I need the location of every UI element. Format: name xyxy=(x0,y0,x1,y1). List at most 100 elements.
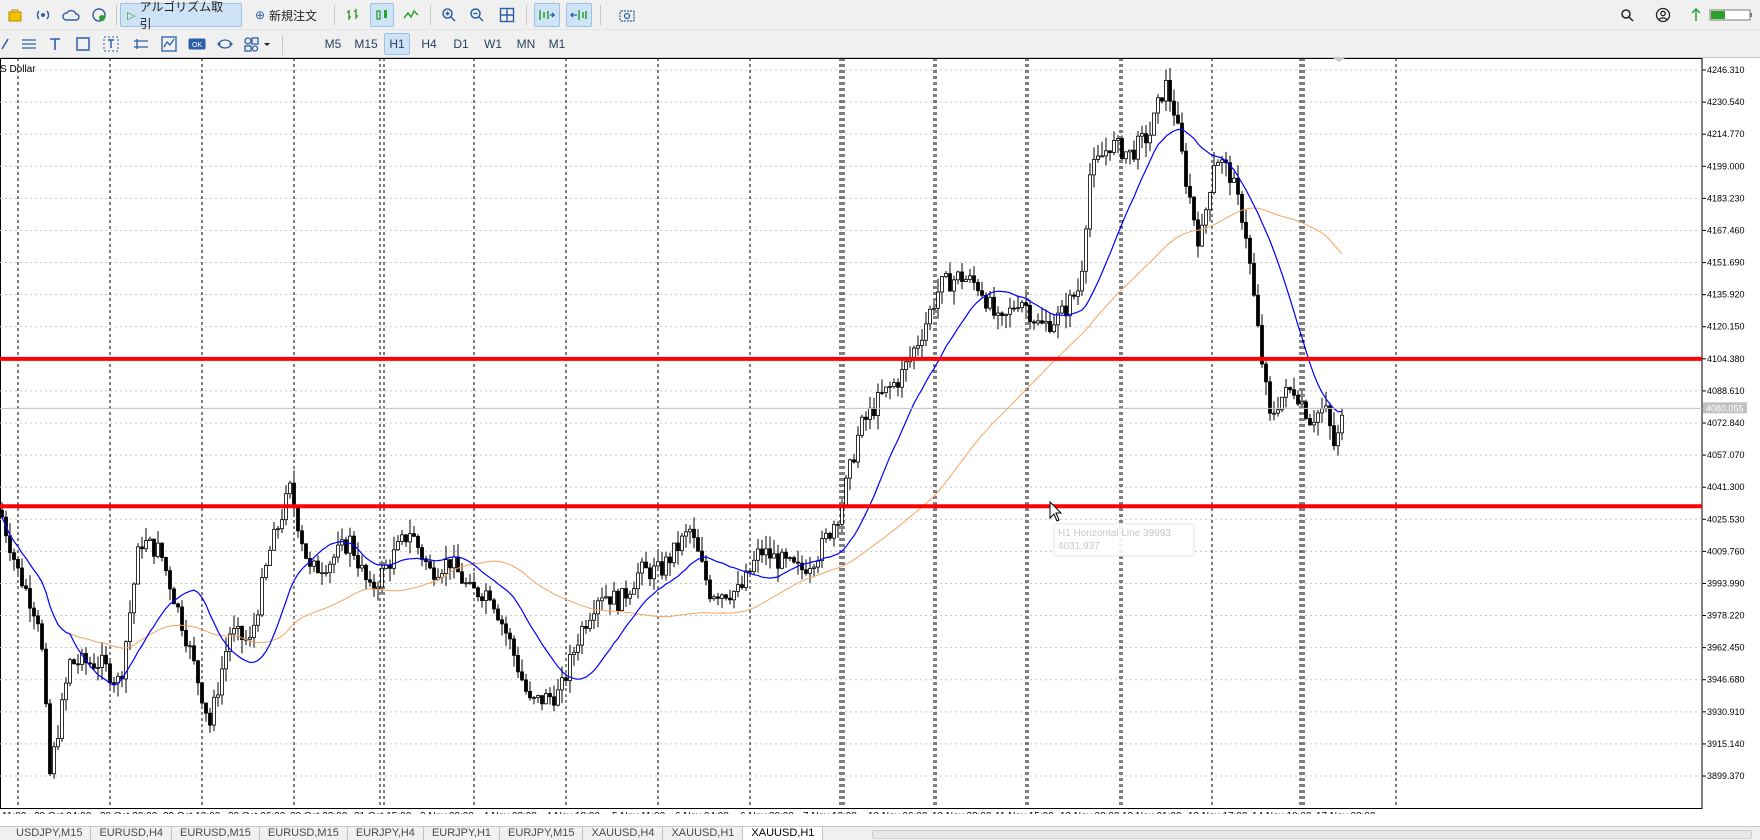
tab-eurjpy-m15[interactable]: EURJPY,M15 xyxy=(500,827,584,840)
market-bag-icon[interactable] xyxy=(4,3,26,27)
candle-body xyxy=(808,568,812,574)
candle-body xyxy=(412,533,416,537)
time-label: 6 Nov 20:00 xyxy=(740,811,794,814)
candlestick-chart-icon[interactable] xyxy=(370,3,394,27)
algo-trading-button[interactable]: ▷ アルゴリズム取引 xyxy=(120,0,242,31)
timeframe-h4[interactable]: H4 xyxy=(421,37,437,51)
grid-tile-icon[interactable] xyxy=(496,3,518,27)
timeframe-m15[interactable]: M15 xyxy=(354,37,378,51)
candle-body xyxy=(240,625,244,640)
line-tooltip-name: H1 Horizontal Line 39993 xyxy=(1058,528,1171,539)
candle-body xyxy=(1288,387,1292,391)
candle-body xyxy=(276,528,280,531)
tab-eurjpy-h4[interactable]: EURJPY,H4 xyxy=(348,827,424,840)
candle-body xyxy=(880,392,884,394)
candle-body xyxy=(40,623,44,650)
timeframe-m5[interactable]: M5 xyxy=(324,37,342,51)
chart-canvas[interactable]: 4246.310 4230.540 4214.770 4199.000 4183.230… xyxy=(0,58,1760,814)
auto-scroll-icon[interactable] xyxy=(534,3,560,27)
zoom-in-icon[interactable] xyxy=(438,3,460,27)
shapes-tool-icon[interactable] xyxy=(214,33,236,55)
candle-body xyxy=(896,382,900,388)
candle-body xyxy=(28,588,32,609)
tab-usdjpy-m15[interactable]: USDJPY,M15 xyxy=(0,827,92,840)
timeframe-m1[interactable]: M1 xyxy=(548,37,566,51)
candle-body xyxy=(1036,320,1040,324)
line-chart-icon[interactable] xyxy=(400,3,422,27)
price-label: 3962.450 xyxy=(1707,643,1745,653)
tab-eurusd-h4[interactable]: EURUSD,H4 xyxy=(91,827,173,840)
candle-body xyxy=(912,347,916,358)
chart-shift-icon[interactable] xyxy=(566,3,592,27)
svg-text:OK: OK xyxy=(192,42,202,49)
candle-body xyxy=(268,549,272,566)
timeframe-d1[interactable]: D1 xyxy=(453,37,469,51)
tab-xauusd-h1[interactable]: XAUUSD,H1 xyxy=(663,827,744,840)
candle-body xyxy=(1312,421,1316,426)
channel-tool-icon[interactable] xyxy=(130,33,152,55)
candle-body xyxy=(1148,134,1152,144)
signal-broadcast-icon[interactable] xyxy=(32,3,54,27)
price-chart[interactable]: 4246.310 4230.540 4214.770 4199.000 4183.230… xyxy=(0,58,1760,814)
price-label: 4214.770 xyxy=(1707,129,1745,139)
candle-body xyxy=(528,690,532,699)
candle-body xyxy=(252,624,256,638)
candle-body xyxy=(104,654,108,665)
candle-body xyxy=(220,668,224,696)
candle-body xyxy=(536,695,540,698)
new-order-button[interactable]: ⊕ 新規注文 xyxy=(246,3,326,27)
time-label: 13 Nov 01:00 xyxy=(1122,811,1182,814)
timeframe-mn[interactable]: MN xyxy=(516,37,536,51)
candle-body xyxy=(140,546,144,550)
candle-body xyxy=(164,557,168,572)
price-label: 3930.910 xyxy=(1707,707,1745,717)
text-label-tool-icon[interactable] xyxy=(100,33,122,55)
account-icon[interactable] xyxy=(1652,3,1674,27)
candle-body xyxy=(856,434,860,463)
vps-globe-icon[interactable] xyxy=(88,3,110,27)
tab-eurusd-m15-2[interactable]: EURUSD,M15 xyxy=(260,827,348,840)
shift-marker-icon xyxy=(1333,58,1345,62)
line-tooltip-price: 4031.937 xyxy=(1058,541,1100,552)
candle-body xyxy=(1092,159,1096,176)
ok-button-icon[interactable]: OK xyxy=(186,33,208,55)
candle-body xyxy=(948,273,952,292)
candle-body xyxy=(776,553,780,569)
timeframe-h1[interactable]: H1 xyxy=(384,33,410,55)
candle-body xyxy=(1084,228,1088,272)
tab-eurjpy-h1[interactable]: EURJPY,H1 xyxy=(424,827,501,840)
candle-body xyxy=(820,538,824,562)
candle-body xyxy=(1108,150,1112,153)
candle-body xyxy=(1332,425,1336,447)
candle-body xyxy=(680,535,684,551)
price-label: 3993.990 xyxy=(1707,578,1745,588)
candle-body xyxy=(280,519,284,530)
text-tool-icon[interactable] xyxy=(44,33,66,55)
candle-body xyxy=(1220,159,1224,163)
zoom-out-icon[interactable] xyxy=(466,3,488,27)
search-icon[interactable] xyxy=(1616,3,1638,27)
candle-body xyxy=(968,275,972,280)
play-icon: ▷ xyxy=(127,9,136,22)
time-label: 10 Nov 06:00 xyxy=(868,811,928,814)
timeframe-w1[interactable]: W1 xyxy=(484,37,502,51)
cursor-line-icon[interactable] xyxy=(0,33,16,55)
candle-body xyxy=(652,565,656,580)
fibonacci-lines-icon[interactable] xyxy=(18,33,40,55)
tabs-scrollbar[interactable] xyxy=(872,830,1752,839)
candle-body xyxy=(192,645,196,662)
tab-eurusd-m15[interactable]: EURUSD,M15 xyxy=(172,827,260,840)
tab-xauusd-h4[interactable]: XAUUSD,H4 xyxy=(583,827,664,840)
more-objects-dropdown-icon[interactable] xyxy=(242,33,274,55)
candle-body xyxy=(584,625,588,629)
bar-chart-icon[interactable] xyxy=(342,3,364,27)
candle-body xyxy=(1336,432,1340,447)
candle-body xyxy=(364,564,368,581)
rectangle-tool-icon[interactable] xyxy=(72,33,94,55)
candle-body xyxy=(1020,302,1024,309)
cloud-icon[interactable] xyxy=(60,3,82,27)
indicator-chart-icon[interactable] xyxy=(158,33,180,55)
tab-xauusd-h1-active[interactable]: XAUUSD,H1 xyxy=(743,827,824,840)
price-label: 4072.840 xyxy=(1707,418,1745,428)
screenshot-camera-icon[interactable] xyxy=(616,3,638,27)
